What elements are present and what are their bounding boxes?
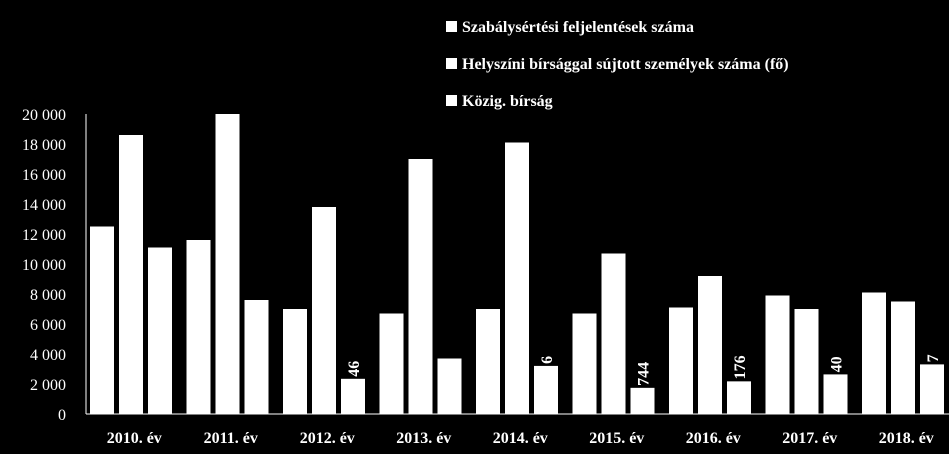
- bar-series-3: [920, 364, 944, 414]
- y-tick-label: 2 000: [30, 377, 66, 394]
- bar-series-1: [862, 292, 886, 414]
- y-tick-label: 12 000: [22, 227, 66, 244]
- category-label: 2012. év: [300, 430, 355, 447]
- legend-label: Szabálysértési feljelentések száma: [462, 19, 694, 36]
- category-labels: 2010. év 2011. év 2012. év 2013. év 2014. év…: [107, 430, 934, 447]
- data-label: 7: [925, 354, 942, 362]
- bar-series-1: [476, 309, 500, 414]
- bar-series-3: [244, 300, 269, 414]
- bar-series-3: [630, 387, 655, 414]
- bar-series-2: [312, 207, 336, 414]
- bar-series-1: [186, 240, 211, 414]
- bar-series-1: [90, 226, 114, 414]
- bar-series-3: [534, 365, 558, 414]
- category-label: 2015. év: [589, 430, 644, 447]
- bar-series-3: [727, 381, 751, 414]
- category-label: 2017. év: [782, 430, 837, 447]
- y-tick-label: 20 000: [22, 107, 66, 124]
- y-tick-label: 18 000: [22, 137, 66, 154]
- bar-series-2: [408, 159, 433, 414]
- data-label: 176: [732, 355, 749, 379]
- legend-swatch: [446, 95, 457, 106]
- bar-series-1: [283, 309, 307, 414]
- bars: [90, 114, 944, 414]
- bar-series-2: [698, 276, 722, 414]
- data-labels: 46 6 744 176 40 7: [346, 354, 942, 385]
- bar-series-2: [119, 135, 143, 414]
- category-label: 2011. év: [204, 430, 258, 447]
- data-label: 40: [829, 356, 846, 372]
- category-label: 2010. év: [107, 430, 162, 447]
- bar-series-1: [669, 307, 693, 414]
- legend-label: Közig. bírság: [462, 93, 553, 110]
- bar-series-3: [341, 378, 365, 414]
- y-tick-label: 14 000: [22, 197, 66, 214]
- y-tick-label: 0: [58, 407, 66, 424]
- legend: Szabálysértési feljelentések száma Helysz…: [446, 19, 789, 110]
- category-label: 2013. év: [396, 430, 451, 447]
- data-label: 6: [539, 356, 556, 364]
- category-label: 2016. év: [686, 430, 741, 447]
- bar-series-1: [572, 313, 597, 414]
- category-label: 2018. év: [879, 430, 934, 447]
- bar-series-3: [148, 247, 172, 414]
- bar-series-1: [379, 313, 404, 414]
- y-tick-label: 4 000: [30, 347, 66, 364]
- legend-swatch: [446, 58, 457, 69]
- y-tick-label: 8 000: [30, 287, 66, 304]
- bar-series-2: [891, 301, 915, 414]
- data-label: 46: [346, 361, 363, 377]
- bar-series-2: [794, 309, 819, 414]
- legend-swatch: [446, 21, 457, 32]
- y-tick-label: 6 000: [30, 317, 66, 334]
- bar-series-2: [215, 114, 240, 414]
- bar-series-3: [437, 358, 462, 414]
- y-tick-labels: 0 2 000 4 000 6 000 8 000 10 000 12 000 14 000 1…: [22, 107, 66, 424]
- category-label: 2014. év: [493, 430, 548, 447]
- y-tick-label: 10 000: [22, 257, 66, 274]
- legend-label: Helyszíni bírsággal sújtott személyek sz…: [462, 56, 789, 73]
- data-label: 744: [636, 362, 653, 386]
- bar-series-1: [765, 295, 790, 414]
- bar-series-2: [505, 142, 529, 414]
- bar-series-3: [823, 374, 848, 414]
- y-tick-label: 16 000: [22, 167, 66, 184]
- bar-series-2: [601, 253, 626, 414]
